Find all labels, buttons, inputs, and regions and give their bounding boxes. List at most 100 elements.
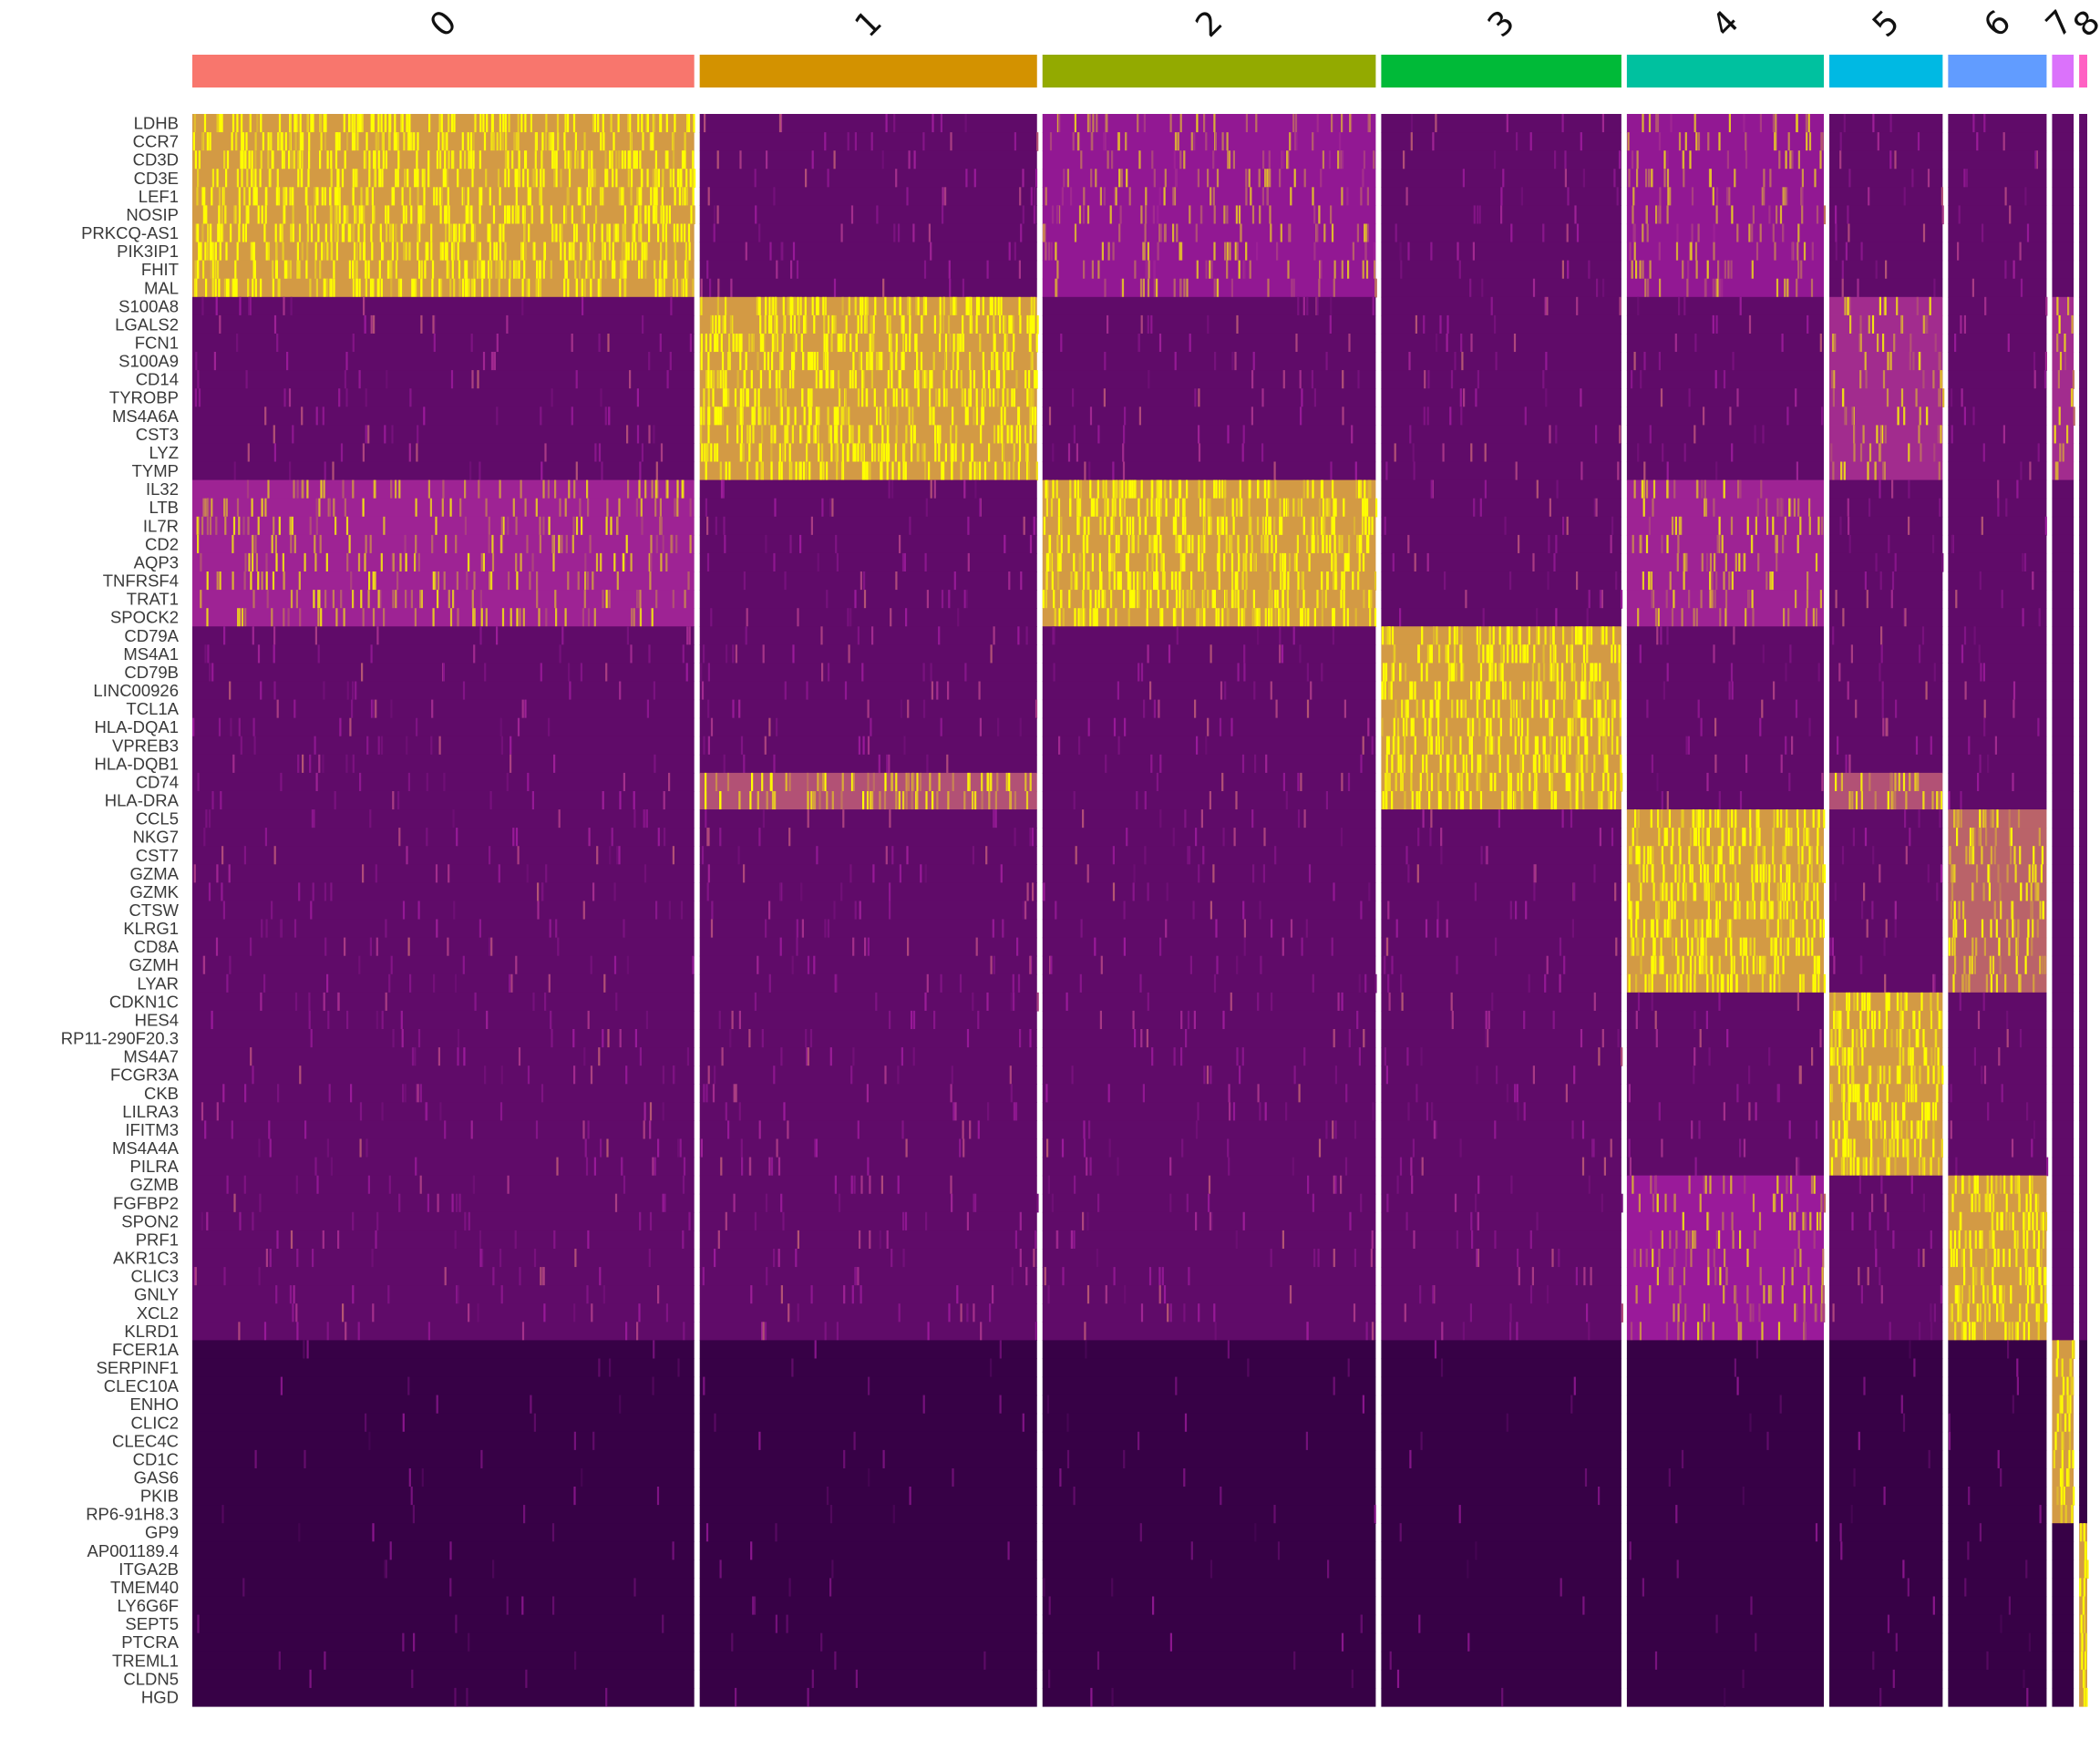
heat-cell [1209,1211,1211,1231]
heat-cell [258,1138,261,1158]
heat-cell [310,223,314,243]
heat-cell [1618,150,1621,170]
heat-cell [711,901,714,921]
heat-cell [1015,370,1018,389]
heat-cell [197,169,200,188]
heat-cell [247,205,250,225]
heat-row-CD1C-c2 [1042,1449,1376,1469]
heat-cell [1274,608,1277,627]
heat-cell [834,443,837,463]
heat-cell [544,132,547,151]
heat-cell [866,791,870,810]
heat-cell [1043,223,1045,243]
heat-cell [1218,552,1220,572]
heat-cell [1223,552,1226,572]
heat-cell [1164,479,1167,499]
heat-cell [1096,1651,1100,1671]
heat-cell [964,114,967,133]
heat-cell [237,608,240,627]
heat-cell [1528,626,1530,645]
heat-cell [1198,552,1200,572]
heat-row-MS4A6A-c0 [192,407,695,426]
heat-cell [861,296,864,316]
heat-cell [682,1230,685,1250]
heat-cell [963,791,966,810]
heat-cell [1195,828,1198,847]
heat-cell [1433,626,1436,645]
heat-cell [524,498,527,518]
heat-cell [714,334,716,353]
heat-cell [884,772,887,792]
heat-cell [314,242,317,262]
heat-cell [848,644,850,664]
heat-cell [314,552,317,572]
heat-cell [1279,644,1282,664]
heat-cell [1091,260,1094,280]
heat-cell [651,608,654,627]
heat-cell [1022,901,1024,921]
heat-cell [1251,809,1254,829]
heat-row-TNFRSF4-c1 [699,571,1037,591]
heat-cell [550,1010,552,1030]
heat-cell [1261,388,1264,407]
heat-cell [1138,407,1141,426]
heat-cell [513,260,516,280]
heat-cell [1195,1120,1199,1140]
heat-cell [776,314,778,335]
heat-cell [828,425,830,445]
heat-cell [1347,1358,1350,1378]
heat-cell [1263,828,1266,847]
heat-cell [1120,169,1123,188]
heat-cell [214,260,217,280]
heat-row-GZMA-c2 [1042,864,1376,883]
heat-cell [1382,626,1385,645]
heat-cell [354,132,356,151]
heat-row-HLA-DQB1-c1 [699,754,1037,774]
heat-row-TMEM40-c2 [1042,1578,1376,1598]
heat-cell [1140,1303,1144,1323]
heat-cell [1099,187,1102,206]
heat-cell [888,443,890,463]
heat-cell [1214,1322,1217,1341]
heat-row-CDKN1C-c0 [192,992,695,1012]
heat-cell [811,150,814,170]
heat-cell [870,717,872,737]
heat-cell [417,132,419,151]
heat-cell [841,443,844,463]
heat-cell [1058,608,1061,627]
heat-cell [250,571,252,591]
heat-cell [499,1102,503,1121]
heat-cell [1019,187,1022,206]
heat-cell [1473,205,1476,225]
heat-cell [280,919,283,939]
heat-cell [1494,663,1497,683]
heat-cell [1312,973,1314,993]
heat-cell [1532,552,1535,572]
heat-cell [198,388,201,407]
heat-cell [335,150,338,170]
heat-cell [858,736,860,756]
heat-cell [640,498,643,518]
heat-cell [818,443,820,463]
heat-cell [988,370,991,389]
heat-cell [1302,296,1305,316]
heat-cell [1181,1138,1184,1158]
heat-cell [988,443,991,463]
heat-row-HLA-DQA1-c1 [699,717,1037,737]
heat-cell [890,1249,893,1268]
heat-cell [608,242,611,262]
heat-cell [335,242,338,262]
heat-cell [277,1084,280,1103]
heat-cell [752,334,755,353]
heat-cell [390,223,393,243]
heat-row-CLEC4C-c1 [699,1431,1037,1451]
heat-cell [309,278,312,298]
heat-cell [789,314,792,335]
heat-cell [1332,571,1335,591]
heat-cell [1175,1376,1178,1396]
heat-cell [1028,388,1031,407]
heat-cell [196,516,199,536]
heat-cell [221,205,223,225]
heat-cell [1186,479,1189,499]
heat-cell [680,901,684,921]
